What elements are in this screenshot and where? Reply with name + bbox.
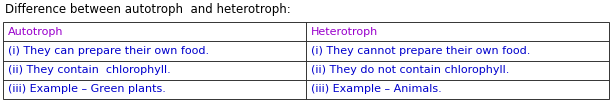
Bar [3, 22, 609, 99]
Text: (i) They cannot prepare their own food.: (i) They cannot prepare their own food. [311, 46, 531, 56]
Text: Heterotroph: Heterotroph [311, 27, 378, 37]
Text: (i) They can prepare their own food.: (i) They can prepare their own food. [8, 46, 209, 56]
Text: (iii) Example – Animals.: (iii) Example – Animals. [311, 84, 442, 94]
Text: (ii) They do not contain chlorophyll.: (ii) They do not contain chlorophyll. [311, 65, 509, 75]
Text: (ii) They contain  chlorophyll.: (ii) They contain chlorophyll. [8, 65, 171, 75]
Text: Difference between autotroph  and heterotroph:: Difference between autotroph and heterot… [5, 3, 291, 16]
Text: (iii) Example – Green plants.: (iii) Example – Green plants. [8, 84, 166, 94]
Text: Autotroph: Autotroph [8, 27, 64, 37]
